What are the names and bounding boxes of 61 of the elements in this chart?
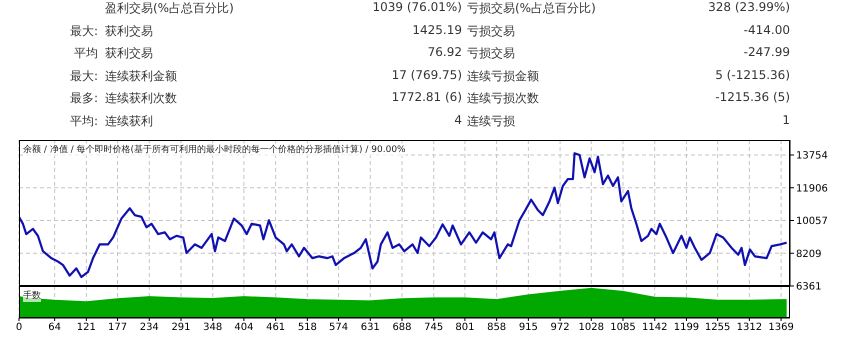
text: 17 (769.75) xyxy=(392,68,462,82)
x-tick-label: 291 xyxy=(171,322,191,334)
text: -247.99 xyxy=(744,45,790,60)
x-tick-label: 404 xyxy=(234,322,254,334)
x-tick-label: 1085 xyxy=(610,322,636,334)
text: 亏损交易 xyxy=(467,22,515,40)
x-tick-label: 972 xyxy=(550,322,570,334)
x-tick-label: 1312 xyxy=(736,322,762,334)
text: 最大: xyxy=(70,68,98,85)
y-tick-label: 6361 xyxy=(796,282,822,293)
x-tick-label: 64 xyxy=(48,322,61,334)
text: 连续亏损次数 xyxy=(467,90,539,108)
x-tick-label: 801 xyxy=(455,322,474,334)
x-tick-label: 688 xyxy=(392,322,412,334)
text: 1 xyxy=(782,113,790,127)
x-tick-label: 177 xyxy=(108,322,128,334)
y-tick-label: 8209 xyxy=(796,248,822,260)
x-tick-label: 915 xyxy=(518,322,538,334)
text: 获利交易 xyxy=(105,45,153,62)
text: 1039 (76.01%) xyxy=(372,0,462,14)
x-tick-label: 1028 xyxy=(578,322,604,334)
text: 连续获利 xyxy=(105,113,153,130)
x-tick-label: 234 xyxy=(140,322,159,334)
text: 亏损交易 xyxy=(467,45,515,62)
text: 328 (23.99%) xyxy=(708,0,790,14)
text: 平均: xyxy=(70,113,98,130)
text: 最多: xyxy=(70,90,98,108)
text: 盈利交易(%占总百分比) xyxy=(105,0,234,17)
text: -414.00 xyxy=(744,22,790,37)
text: 76.92 xyxy=(428,45,462,60)
text: -1215.36 (5) xyxy=(715,90,790,104)
text: 连续获利次数 xyxy=(105,90,177,108)
text: 平均 xyxy=(74,45,98,62)
text: 余额 / 净值 / 每个即时价格(基于所有可利用的最小时段的每一个价格的分形插值计算) / 90.00% xyxy=(23,143,406,156)
x-tick-label: 1199 xyxy=(674,322,700,334)
x-tick-label: 858 xyxy=(487,322,506,334)
text: 5 (-1215.36) xyxy=(715,68,790,82)
y-tick-label: 13754 xyxy=(796,150,828,162)
x-tick-label: 745 xyxy=(424,322,444,334)
x-tick-label: 461 xyxy=(266,322,286,334)
y-tick-label: 11906 xyxy=(796,183,828,194)
text: 连续获利金额 xyxy=(105,68,177,85)
x-tick-label: 574 xyxy=(328,322,348,334)
text: 获利交易 xyxy=(105,22,153,40)
text: 连续亏损金额 xyxy=(467,68,539,85)
x-tick-label: 348 xyxy=(203,322,222,334)
text: 亏损交易(%占总百分比) xyxy=(467,0,596,17)
x-tick-label: 1142 xyxy=(642,322,668,334)
text: 4 xyxy=(454,113,462,127)
x-tick-label: 0 xyxy=(16,322,22,334)
chart-title: 手数 xyxy=(23,289,41,302)
x-tick-label: 631 xyxy=(360,322,380,334)
text: 1425.19 xyxy=(412,22,462,37)
text: 1772.81 (6) xyxy=(392,90,462,104)
text: 最大: xyxy=(70,22,98,40)
y-tick-label: 10057 xyxy=(796,216,828,228)
x-tick-label: 518 xyxy=(298,322,317,334)
text: 连续亏损 xyxy=(467,113,515,130)
x-tick-label: 1369 xyxy=(768,322,794,334)
x-tick-label: 121 xyxy=(76,322,96,334)
x-tick-label: 1255 xyxy=(704,322,730,334)
